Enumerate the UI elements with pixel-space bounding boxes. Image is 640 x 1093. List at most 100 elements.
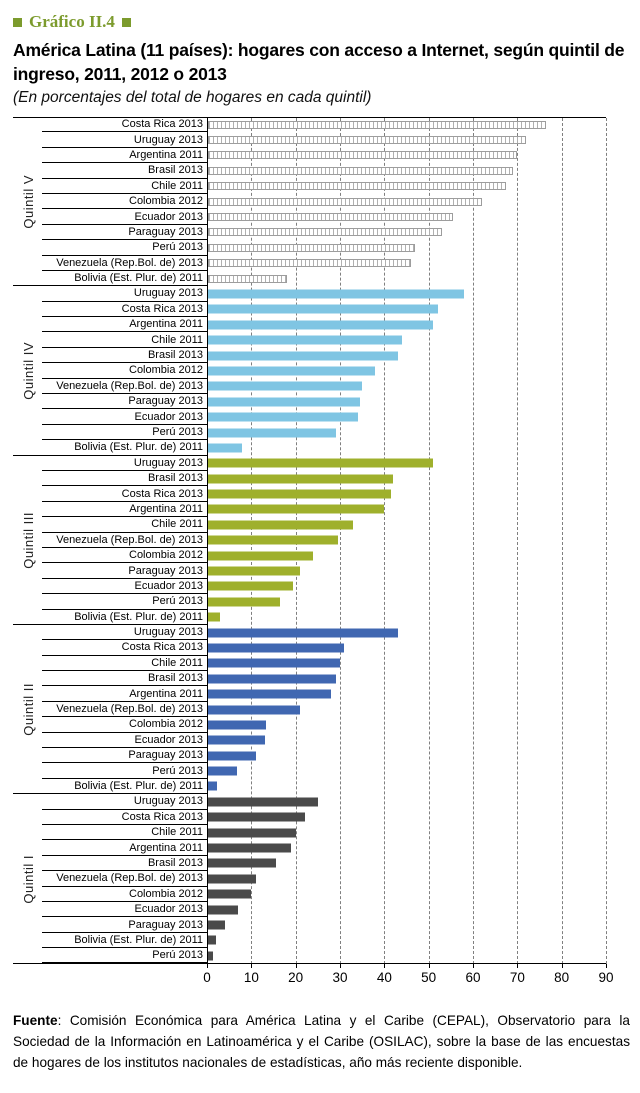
bar-row: Brasil 2013 bbox=[13, 856, 606, 872]
bar-row: Costa Rica 2013 bbox=[13, 486, 606, 502]
x-tick-label: 20 bbox=[288, 970, 304, 986]
row-label: Uruguay 2013 bbox=[42, 456, 207, 471]
row-label: Argentina 2011 bbox=[42, 502, 207, 518]
bar bbox=[208, 504, 385, 514]
x-tick-label: 10 bbox=[243, 970, 259, 986]
bar-row: Costa Rica 2013 bbox=[13, 640, 606, 656]
row-label: Brasil 2013 bbox=[42, 671, 207, 687]
quintil-group: Quintil I Uruguay 2013 Costa Rica 2013 Chil… bbox=[13, 793, 606, 964]
bar-row: Perú 2013 bbox=[13, 594, 606, 610]
bar bbox=[208, 658, 340, 668]
bar-row: Chile 2011 bbox=[13, 517, 606, 533]
row-label: Ecuador 2013 bbox=[42, 209, 207, 225]
bar bbox=[208, 443, 243, 453]
row-plot bbox=[207, 656, 606, 671]
bar-row: Colombia 2012 bbox=[13, 363, 606, 379]
row-plot bbox=[207, 887, 606, 902]
row-plot bbox=[207, 256, 606, 271]
bar bbox=[208, 381, 363, 391]
gridline bbox=[428, 118, 430, 964]
quintil-group: Quintil V Costa Rica 2013 Uruguay 2013 Arge… bbox=[13, 117, 606, 287]
row-plot bbox=[207, 486, 606, 501]
quintil-group: Quintil II Uruguay 2013 Costa Rica 2013 Chi… bbox=[13, 623, 606, 795]
bar-row: Perú 2013 bbox=[13, 763, 606, 779]
bar bbox=[208, 228, 442, 237]
bar-row: Brasil 2013 bbox=[13, 163, 606, 179]
row-label: Colombia 2012 bbox=[42, 194, 207, 210]
group-separator bbox=[13, 454, 208, 456]
group-axis-label: Quintil III bbox=[15, 456, 41, 625]
x-tick bbox=[295, 964, 297, 969]
bar-row: Paraguay 2013 bbox=[13, 748, 606, 764]
gridline bbox=[340, 118, 341, 964]
row-label: Paraguay 2013 bbox=[42, 563, 207, 579]
bar bbox=[208, 597, 281, 607]
x-tick bbox=[384, 964, 386, 969]
bar bbox=[208, 766, 237, 776]
bar-row: Bolivia (Est. Plur. de) 2011 bbox=[13, 610, 606, 625]
row-label: Ecuador 2013 bbox=[42, 902, 207, 918]
bar-row: Argentina 2011 bbox=[13, 686, 606, 702]
row-label: Bolivia (Est. Plur. de) 2011 bbox=[42, 271, 207, 287]
row-plot bbox=[207, 425, 606, 440]
bar-row: Chile 2011 bbox=[13, 825, 606, 841]
row-plot bbox=[207, 194, 606, 209]
source-note: Fuente: Comisión Económica para América … bbox=[13, 1010, 630, 1073]
bar bbox=[208, 335, 403, 345]
bar bbox=[208, 951, 213, 961]
gridline bbox=[384, 118, 386, 964]
row-plot bbox=[207, 702, 606, 717]
bar-row: Chile 2011 bbox=[13, 332, 606, 348]
row-label: Uruguay 2013 bbox=[42, 286, 207, 302]
row-plot bbox=[207, 840, 606, 855]
row-plot bbox=[207, 317, 606, 332]
bar-row: Colombia 2012 bbox=[13, 717, 606, 733]
bar bbox=[208, 213, 454, 222]
bar-row: Ecuador 2013 bbox=[13, 733, 606, 749]
bar-row: Colombia 2012 bbox=[13, 887, 606, 902]
row-label: Paraguay 2013 bbox=[42, 748, 207, 764]
row-label: Perú 2013 bbox=[42, 425, 207, 441]
row-plot bbox=[207, 302, 606, 317]
bar bbox=[208, 366, 376, 376]
row-plot bbox=[207, 825, 606, 840]
row-label: Uruguay 2013 bbox=[42, 794, 207, 810]
row-plot bbox=[207, 117, 606, 132]
group-axis-label-text: Quintil IV bbox=[20, 342, 36, 400]
row-plot bbox=[207, 794, 606, 809]
row-plot bbox=[207, 548, 606, 563]
row-plot bbox=[207, 332, 606, 347]
bar bbox=[208, 474, 394, 484]
bar bbox=[208, 182, 507, 191]
bar bbox=[208, 674, 336, 684]
group-separator bbox=[13, 285, 208, 287]
quintil-group: Quintil IV Uruguay 2013 Costa Rica 2013 Arg… bbox=[13, 285, 606, 456]
bar-row: Chile 2011 bbox=[13, 179, 606, 194]
bar bbox=[208, 643, 345, 653]
row-plot bbox=[207, 610, 606, 625]
bar-row: Perú 2013 bbox=[13, 425, 606, 441]
row-plot bbox=[207, 533, 606, 548]
bar bbox=[208, 304, 438, 314]
row-label: Perú 2013 bbox=[42, 948, 207, 964]
gridline bbox=[606, 118, 607, 964]
row-plot bbox=[207, 471, 606, 486]
row-plot bbox=[207, 733, 606, 748]
bar bbox=[208, 412, 358, 422]
bar-row: Uruguay 2013 bbox=[13, 132, 606, 148]
row-label: Paraguay 2013 bbox=[42, 917, 207, 933]
group-axis-label: Quintil I bbox=[15, 794, 41, 963]
row-label: Venezuela (Rep.Bol. de) 2013 bbox=[42, 256, 207, 271]
source-label: Fuente bbox=[13, 1013, 58, 1029]
bar-row: Costa Rica 2013 bbox=[13, 117, 606, 133]
chart-number: Gráfico II.4 bbox=[29, 12, 115, 31]
row-plot bbox=[207, 240, 606, 255]
group-axis-label: Quintil IV bbox=[15, 286, 41, 455]
row-plot bbox=[207, 163, 606, 178]
group-axis-label: Quintil II bbox=[15, 625, 41, 794]
bar-row: Colombia 2012 bbox=[13, 548, 606, 564]
source-text: : Comisión Económica para América Latina… bbox=[13, 1013, 630, 1071]
row-label: Chile 2011 bbox=[42, 332, 207, 348]
row-plot bbox=[207, 394, 606, 409]
